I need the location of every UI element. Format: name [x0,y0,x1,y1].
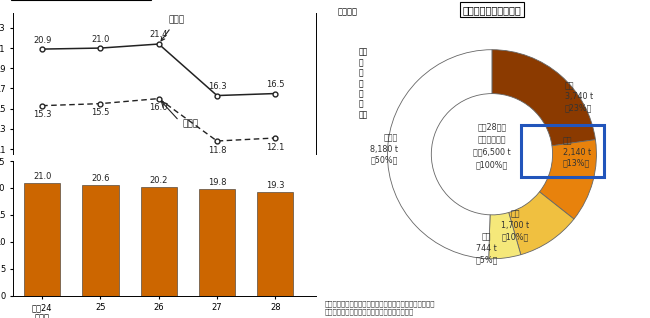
Text: 収穫量: 収穫量 [161,16,185,41]
Text: 20.6: 20.6 [91,174,110,183]
Text: 出荷量: 出荷量 [183,119,199,128]
Text: 12.1: 12.1 [266,142,285,152]
Text: （千ｔ）: （千ｔ） [337,7,358,16]
Bar [24,183,60,296]
Title: 栗の都道府県別収穫量: 栗の都道府県別収穫量 [463,5,521,15]
Bar [257,192,293,296]
Bar [83,185,118,296]
Text: 16.0: 16.0 [150,103,168,112]
Wedge shape [387,50,492,259]
Wedge shape [509,192,574,255]
Text: （収
穫
量
・
出
荷
量）: （収 穫 量 ・ 出 荷 量） [359,48,368,119]
Text: 20.2: 20.2 [150,176,168,185]
Text: 16.5: 16.5 [266,80,285,89]
Text: 15.3: 15.3 [33,110,51,119]
Text: 熊本
2,140 t
（13%）: 熊本 2,140 t （13%） [563,136,591,168]
Text: 20.9: 20.9 [33,36,51,45]
Text: 16.3: 16.3 [208,82,226,91]
Bar [199,189,235,296]
Text: 茨城
3,740 t
（23%）: 茨城 3,740 t （23%） [565,81,593,112]
Text: 19.8: 19.8 [208,178,226,187]
Wedge shape [489,212,521,259]
Wedge shape [540,140,597,219]
Text: 愛媛
1,700 t
（10%）: 愛媛 1,700 t （10%） [501,210,529,241]
Text: 19.3: 19.3 [266,181,285,190]
Text: その他
8,180 t
（50%）: その他 8,180 t （50%） [370,134,398,165]
Bar [140,187,177,296]
Text: 11.8: 11.8 [208,146,226,155]
Wedge shape [492,50,595,146]
Text: 21.0: 21.0 [33,172,51,181]
Text: 平成28年産
くりの収穫量
１万6,500 t
（100%）: 平成28年産 くりの収穫量 １万6,500 t （100%） [473,123,511,169]
Text: 注：　割合については、表示単位未満を四捨五入している
　　　ため、合計値と内訳の計が一致しない。: 注： 割合については、表示単位未満を四捨五入している ため、合計値と内訳の計が一… [325,301,436,315]
Text: 15.5: 15.5 [91,108,110,117]
Text: 岐阜
744 t
（5%）: 岐阜 744 t （5%） [476,233,498,264]
Text: 21.0: 21.0 [91,35,110,44]
Text: 21.4: 21.4 [150,31,168,39]
